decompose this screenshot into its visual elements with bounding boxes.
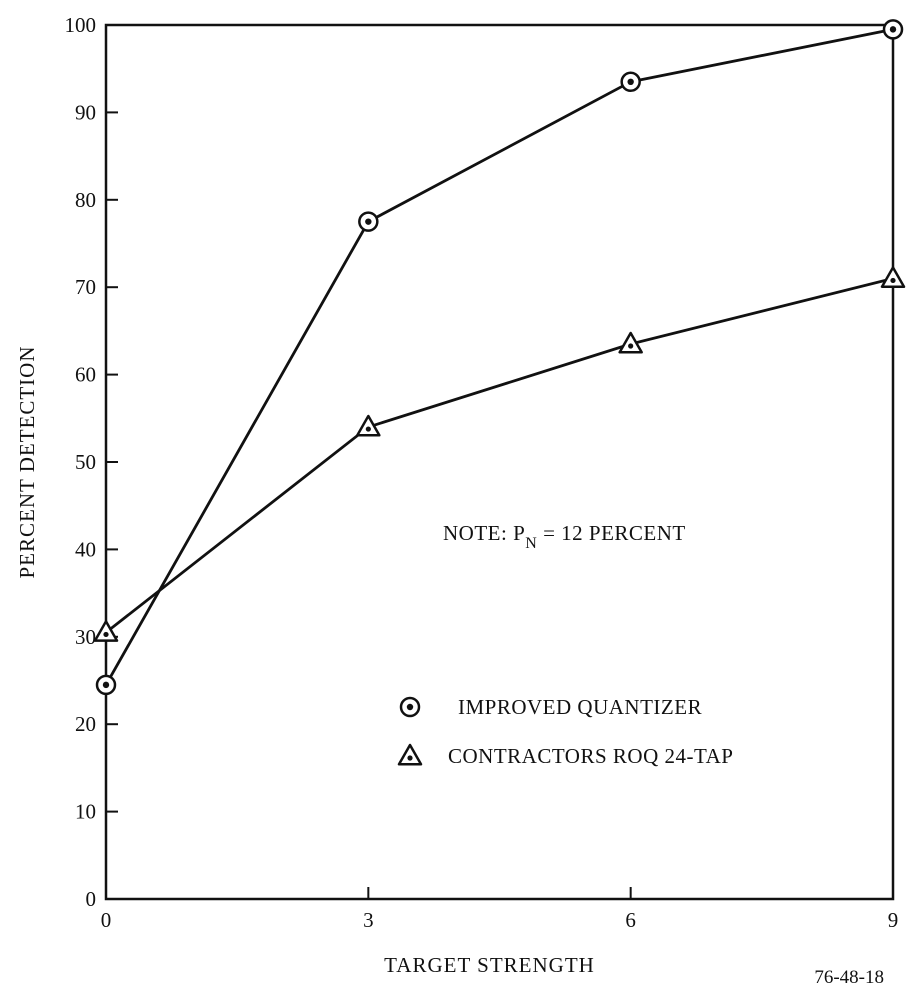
- marker-dot: [102, 681, 110, 689]
- marker-dot: [365, 426, 371, 432]
- y-tick-label: 0: [86, 887, 97, 911]
- legend: IMPROVED QUANTIZER CONTRACTORS ROQ 24-TAP: [397, 695, 733, 768]
- series-2-point: [93, 620, 119, 642]
- marker-dot: [627, 78, 634, 86]
- note-annotation: NOTE: PN = 12 PERCENT: [443, 521, 686, 552]
- y-tick-label: 60: [75, 363, 96, 387]
- legend-marker-2: [397, 743, 423, 766]
- note-prefix: NOTE: P: [443, 521, 525, 545]
- marker-dot: [103, 631, 109, 638]
- marker-triangle: [397, 743, 423, 766]
- series-2-point: [356, 414, 381, 437]
- y-tick-label: 10: [75, 800, 96, 824]
- marker-dot: [889, 26, 897, 33]
- series-2-point: [618, 331, 643, 354]
- y-tick-label: 40: [75, 537, 96, 561]
- series-line-1: [104, 27, 894, 686]
- marker-triangle: [880, 266, 906, 288]
- series-2-point: [880, 266, 906, 288]
- x-axis-title: TARGET STRENGTH: [384, 953, 595, 977]
- note-suffix: = 12 PERCENT: [537, 521, 685, 545]
- legend-label-1: IMPROVED QUANTIZER: [458, 695, 702, 719]
- series-layer: [93, 19, 906, 696]
- y-tick-label: 50: [75, 450, 96, 474]
- marker-dot: [407, 755, 413, 761]
- legend-label-2: CONTRACTORS ROQ 24-TAP: [448, 744, 733, 768]
- marker-triangle: [356, 414, 381, 437]
- marker-dot: [628, 343, 634, 349]
- y-tick-label: 90: [75, 100, 96, 124]
- note-subscript: N: [525, 535, 537, 552]
- y-axis-title: PERCENT DETECTION: [15, 345, 39, 578]
- y-tick-label: 70: [75, 275, 96, 299]
- x-tick-label: 3: [363, 908, 374, 932]
- legend-marker-1: [399, 696, 421, 718]
- x-tick-label: 9: [888, 908, 899, 932]
- marker-triangle: [618, 331, 643, 354]
- axes: 0 10 20 30 40 50 60 70 80 90 100 0 3 6 9: [65, 13, 899, 932]
- marker-triangle: [93, 620, 119, 642]
- x-tick-label: 0: [101, 908, 112, 932]
- series-1-point: [95, 674, 117, 696]
- marker-dot: [406, 703, 414, 711]
- series-1-point: [620, 71, 641, 93]
- y-tick-label: 100: [65, 13, 97, 37]
- y-tick-label: 30: [75, 625, 96, 649]
- y-tick-label: 20: [75, 712, 96, 736]
- series-1-point: [358, 211, 379, 232]
- series-1-point: [882, 19, 904, 40]
- marker-dot: [365, 218, 372, 225]
- x-tick-label: 6: [625, 908, 636, 932]
- series-line-2: [105, 277, 894, 634]
- marker-dot: [890, 277, 896, 284]
- y-tick-label: 80: [75, 188, 96, 212]
- figure-id: 76-48-18: [814, 967, 884, 988]
